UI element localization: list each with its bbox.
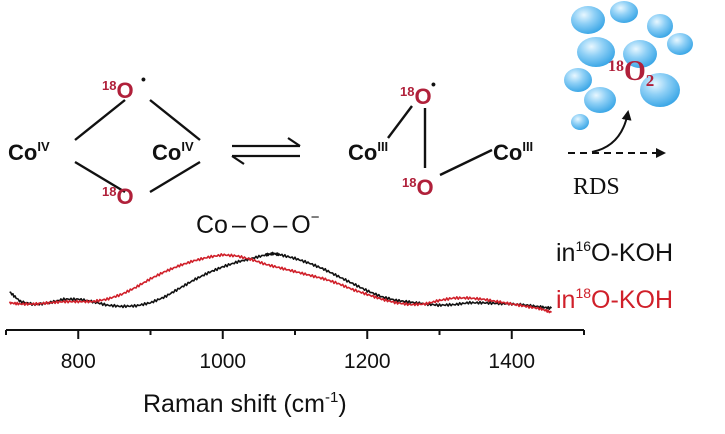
co-atom-left: CoIV	[8, 139, 50, 165]
bubble	[564, 68, 592, 92]
oxygen-bottom-left: 18O	[102, 184, 134, 209]
o2-product-label: 18O2	[608, 56, 654, 90]
co-atom-right: CoIV	[152, 139, 194, 165]
bubble	[571, 6, 605, 34]
left-complex: CoIV CoIV 18O • 18O	[8, 71, 201, 209]
radical-dot-left: •	[141, 71, 146, 87]
legend-entry-18o: in18O-KOH	[556, 285, 673, 314]
bond-left-top	[74, 99, 126, 141]
bond-co-o-top	[387, 105, 413, 139]
bond-right-top	[149, 99, 201, 141]
bond-left-bottom	[74, 160, 126, 194]
bubble	[647, 14, 673, 38]
x-tick-label: 1400	[488, 350, 535, 373]
equilibrium-arrow	[231, 137, 301, 165]
raman-chart: Co – O – O− in16O-KOH in18O-KOH 800 1000 1200 1…	[5, 209, 673, 418]
oxygen-top-left: 18O	[102, 78, 134, 103]
oxygen-top-right: 18O	[400, 84, 432, 109]
x-tick-label: 800	[61, 350, 96, 373]
series-line-18o	[8, 253, 553, 314]
series-line-16o	[9, 251, 553, 310]
rds-label: RDS	[573, 174, 620, 200]
x-axis-label: Raman shift (cm-1)	[143, 389, 347, 418]
bubble	[584, 87, 616, 113]
bubble	[623, 40, 657, 68]
oxygen-bubbles	[564, 1, 693, 130]
bubble	[610, 1, 638, 23]
bubble	[577, 37, 615, 67]
series-layer	[8, 251, 553, 314]
x-tick-label: 1000	[199, 350, 246, 373]
bubble	[667, 33, 693, 55]
peak-annotation: Co – O – O−	[196, 209, 320, 239]
bubble	[571, 114, 589, 130]
radical-dot-right: •	[431, 76, 436, 92]
oxygen-bottom-right: 18O	[402, 175, 434, 200]
co-atom-right-iii: CoIII	[493, 139, 533, 165]
curved-release-arrow	[591, 110, 632, 153]
co-atom-left-iii: CoIII	[348, 139, 388, 165]
right-complex: CoIII CoIII 18O • 18O	[348, 76, 533, 200]
bubble	[640, 73, 680, 107]
x-ticks: 800 1000 1200 1400	[5, 330, 585, 373]
x-tick-label: 1200	[344, 350, 391, 373]
legend-entry-16o: in16O-KOH	[556, 238, 673, 267]
bond-o-co-bottom	[439, 148, 493, 177]
bond-right-bottom	[149, 160, 201, 194]
